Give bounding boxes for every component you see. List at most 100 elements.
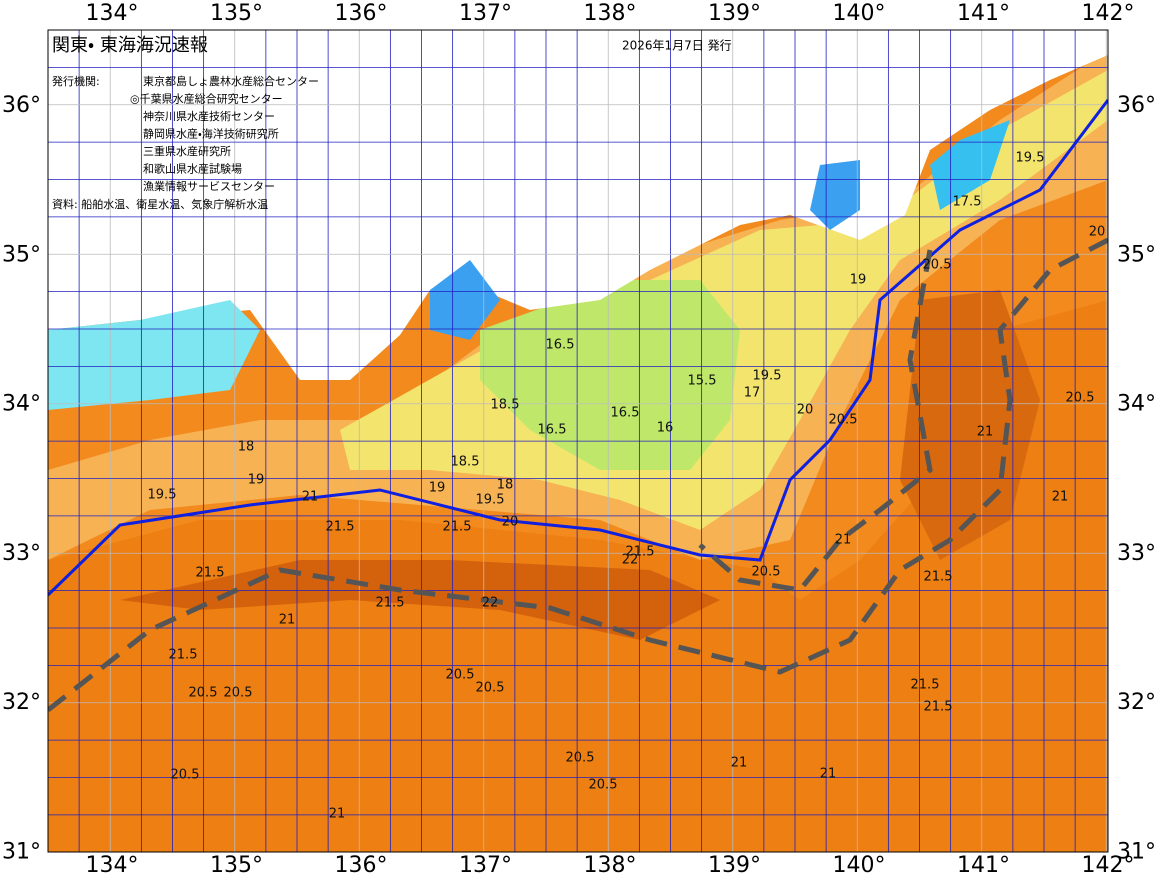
agency: 神奈川県水産技術センター xyxy=(143,109,275,123)
contour-label: 20.5 xyxy=(224,686,253,701)
lon-label: 142° xyxy=(1082,1,1135,26)
contour-label: 19.5 xyxy=(148,488,177,503)
map-frame xyxy=(47,29,1109,853)
contour-labels: 16.5 16.5 16.5 16 15.5 17 18.5 18.5 18 19 19.5 20 21… xyxy=(148,151,1106,822)
contour-label: 20.5 xyxy=(476,681,505,696)
isotherm-main xyxy=(48,99,1108,597)
contour-label: 21 xyxy=(977,425,994,440)
contour-label: 21.5 xyxy=(924,700,953,715)
lake xyxy=(810,160,860,230)
contour-label: 16.5 xyxy=(538,423,567,438)
agency: ◎千葉県水産総合研究センター xyxy=(130,92,283,106)
lon-label: 138° xyxy=(584,1,637,26)
contour-label: 21 xyxy=(302,490,319,505)
contour-label: 21.5 xyxy=(376,596,405,611)
contour-label: 18 xyxy=(238,440,255,455)
lon-label: 137° xyxy=(459,853,512,878)
agencies-label: 発行機関: xyxy=(52,74,100,88)
lat-label: 31° xyxy=(1117,840,1156,865)
lon-label: 142° xyxy=(1082,853,1135,878)
agencies: 東京都島しょ農林水産総合センター ◎千葉県水産総合研究センター神奈川県水産技術セン… xyxy=(130,74,319,193)
lat-label: 35° xyxy=(2,242,41,267)
lon-label: 135° xyxy=(210,853,263,878)
contour-label: 21.5 xyxy=(924,570,953,585)
contour-label: 17 xyxy=(744,386,761,401)
contour-label: 21 xyxy=(731,756,748,771)
coastal-cool xyxy=(480,280,740,470)
contour-label: 20 xyxy=(502,515,519,530)
lat-label: 35° xyxy=(1117,242,1156,267)
contour-label: 21.5 xyxy=(326,520,355,535)
contour-label: 20.5 xyxy=(446,668,475,683)
agency: 漁業情報サービスセンター xyxy=(143,179,275,193)
lon-label: 141° xyxy=(957,1,1010,26)
bay xyxy=(430,260,500,340)
lon-label: 139° xyxy=(708,853,761,878)
map-title: 関東・ 東海海況速報 xyxy=(52,35,208,56)
contour-label: 15.5 xyxy=(688,374,717,389)
lat-label: 36° xyxy=(2,93,41,118)
contour-label: 22 xyxy=(622,553,639,568)
lon-label: 137° xyxy=(459,1,512,26)
contour-label: 18 xyxy=(497,478,514,493)
lon-label: 135° xyxy=(210,1,263,26)
lon-label: 136° xyxy=(335,1,388,26)
contour-label: 21 xyxy=(279,613,296,628)
lon-label: 140° xyxy=(833,1,886,26)
contour-label: 19.5 xyxy=(1016,151,1045,166)
contour-label: 20.5 xyxy=(829,413,858,428)
contour-label: 20 xyxy=(797,403,814,418)
grid xyxy=(48,30,1108,852)
lat-label: 36° xyxy=(1117,93,1156,118)
agency: 三重県水産研究所 xyxy=(143,144,231,158)
agency: 和歌山県水産試験場 xyxy=(143,162,242,176)
lon-label: 134° xyxy=(86,1,139,26)
lat-label: 32° xyxy=(1117,690,1156,715)
lon-label: 134° xyxy=(86,853,139,878)
contour-label: 16.5 xyxy=(546,338,575,353)
contour-label: 21 xyxy=(835,533,852,548)
lon-label: 138° xyxy=(584,853,637,878)
contour-label: 21 xyxy=(820,767,837,782)
contour-label: 20.5 xyxy=(171,768,200,783)
contour-label: 19 xyxy=(429,481,446,496)
source: 資料: 船舶水温、衛星水温、気象庁解析水温 xyxy=(52,197,268,211)
contour-label: 16.5 xyxy=(611,406,640,421)
contour-label: 20.5 xyxy=(189,686,218,701)
land xyxy=(48,30,1108,380)
contour-label: 19.5 xyxy=(476,493,505,508)
lat-label: 31° xyxy=(2,840,41,865)
lat-label: 34° xyxy=(1117,392,1156,417)
kuroshio-axis xyxy=(698,249,933,593)
lat-label: 33° xyxy=(2,541,41,566)
kuroshio-axis xyxy=(48,237,1108,712)
contour-label: 20.5 xyxy=(589,778,618,793)
contour-label: 21.5 xyxy=(169,648,198,663)
contour-label: 16 xyxy=(657,421,674,436)
contour-label: 20.5 xyxy=(923,258,952,273)
contour-label: 19 xyxy=(850,273,867,288)
agency: 静岡県水産・海洋技術研究所 xyxy=(143,127,279,141)
contour-label: 21.5 xyxy=(443,520,472,535)
contour-label: 22 xyxy=(482,596,499,611)
lon-label: 136° xyxy=(335,853,388,878)
contour-label: 20.5 xyxy=(752,565,781,580)
lon-label: 139° xyxy=(708,1,761,26)
lat-label: 34° xyxy=(2,392,41,417)
lat-label: 32° xyxy=(2,690,41,715)
lon-label: 141° xyxy=(957,853,1010,878)
contour-label: 21.5 xyxy=(196,566,225,581)
contour-label: 19.5 xyxy=(753,369,782,384)
contour-label: 18.5 xyxy=(451,455,480,470)
kuroshio-core xyxy=(120,560,720,640)
contour-label: 21.5 xyxy=(626,545,655,560)
contour-label: 21 xyxy=(1052,490,1069,505)
contour-label: 18.5 xyxy=(491,398,520,413)
map-area: 16.5 16.5 16.5 16 15.5 17 18.5 18.5 18 19 19.5 20 21… xyxy=(48,30,1108,852)
contour-label: 20.5 xyxy=(566,751,595,766)
contour-label: 19 xyxy=(248,473,265,488)
contour-label: 21.5 xyxy=(911,678,940,693)
lat-label: 33° xyxy=(1117,541,1156,566)
